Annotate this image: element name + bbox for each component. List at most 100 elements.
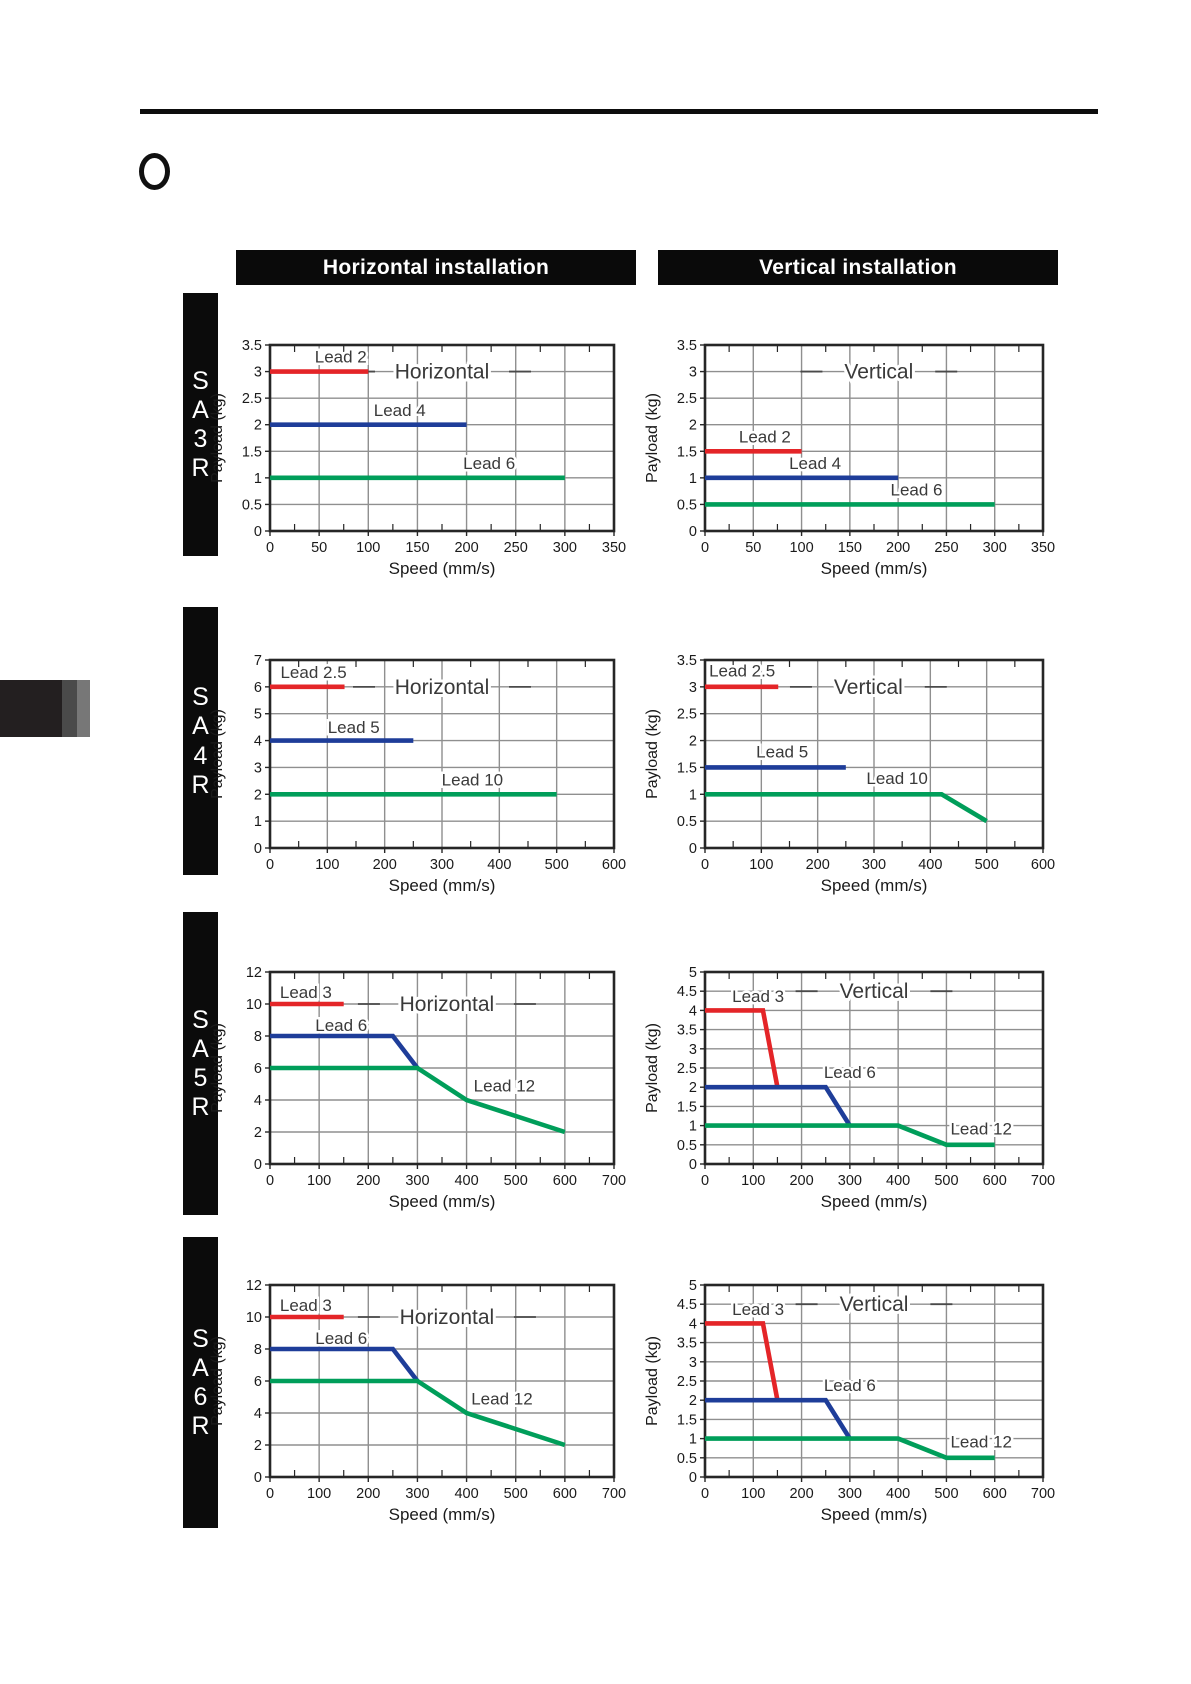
- y-tick-label: 3.5: [677, 1023, 697, 1039]
- x-axis-title: Speed (mm/s): [821, 876, 928, 895]
- y-tick-label: 0: [689, 524, 697, 540]
- x-tick-label: 500: [545, 857, 569, 873]
- series-label-lead-6: Lead 6: [824, 1376, 876, 1395]
- x-tick-label: 600: [553, 1173, 577, 1189]
- y-tick-label: 7: [254, 653, 262, 669]
- model-letter: A: [192, 395, 209, 424]
- y-tick-label: 0.5: [677, 497, 697, 513]
- y-tick-label: 0: [689, 1157, 697, 1173]
- y-tick-label: 2: [689, 734, 697, 750]
- x-tick-label: 0: [266, 1173, 274, 1189]
- series-label-lead-12: Lead 12: [950, 1120, 1011, 1139]
- y-tick-label: 4: [254, 734, 262, 750]
- series-label-lead-6: Lead 6: [315, 1016, 367, 1035]
- x-tick-label: 500: [975, 857, 999, 873]
- y-tick-label: 3: [689, 1355, 697, 1371]
- y-axis-title: Payload (kg): [644, 1336, 661, 1426]
- x-tick-label: 300: [430, 857, 454, 873]
- x-tick-label: 0: [266, 540, 274, 556]
- x-tick-label: 300: [862, 857, 886, 873]
- x-tick-label: 200: [454, 540, 478, 556]
- chart-title: Horizontal: [395, 361, 490, 384]
- series-line-lead-6: [705, 1397, 852, 1440]
- x-tick-label: 300: [983, 540, 1007, 556]
- y-tick-label: 1: [254, 814, 262, 830]
- y-tick-label: 5: [689, 1278, 697, 1294]
- left-edge-tab-dark: [0, 680, 62, 737]
- y-axis-title: Payload (kg): [644, 1023, 661, 1113]
- plot-frame: [703, 1283, 1045, 1479]
- model-letter: R: [191, 1412, 210, 1441]
- x-tick-label: 200: [373, 857, 397, 873]
- y-tick-label: 0.5: [242, 497, 262, 513]
- header-vertical-installation: Vertical installation: [658, 250, 1058, 285]
- model-letter: S: [192, 683, 209, 711]
- y-tick-label: 2.5: [677, 1374, 697, 1390]
- series-label-lead-3: Lead 3: [280, 1296, 332, 1315]
- y-tick-label: 1.5: [677, 444, 697, 460]
- chart-sa6r-horizontal: Horizontal Lead 3 Lead 6 Lead 12 0 2 4 6 8 10 12 0 1…: [209, 1278, 626, 1524]
- x-tick-label: 600: [1031, 857, 1055, 873]
- model-letter: A: [192, 1034, 209, 1063]
- y-tick-label: 0: [254, 1157, 262, 1173]
- y-tick-label: 4: [254, 1093, 262, 1109]
- x-tick-label: 0: [266, 857, 274, 873]
- y-tick-label: 3.5: [242, 338, 262, 354]
- x-tick-label: 100: [307, 1486, 331, 1502]
- series-line-lead-12: [270, 1065, 566, 1135]
- y-tick-label: 0: [254, 1470, 262, 1486]
- model-letter: 6: [193, 1383, 208, 1411]
- chart-title: Horizontal: [400, 1306, 495, 1329]
- y-tick-label: 6: [254, 680, 262, 696]
- series-label-lead-6: Lead 6: [824, 1063, 876, 1082]
- x-tick-label: 0: [266, 1486, 274, 1502]
- series-label-lead-12: Lead 12: [474, 1077, 535, 1096]
- x-tick-label: 400: [918, 857, 942, 873]
- ring-logo-icon: [139, 153, 170, 190]
- chart-title: Vertical: [840, 1293, 909, 1316]
- series-label-lead-2: Lead 2: [739, 427, 791, 446]
- y-tick-label: 4: [689, 1316, 697, 1332]
- y-tick-label: 10: [246, 997, 262, 1013]
- model-letter: R: [191, 454, 210, 483]
- x-tick-label: 300: [405, 1173, 429, 1189]
- chart-title: Vertical: [834, 676, 903, 699]
- x-axis-title: Speed (mm/s): [389, 1192, 496, 1211]
- x-tick-label: 700: [1031, 1173, 1055, 1189]
- x-tick-label: 200: [789, 1486, 813, 1502]
- x-tick-label: 100: [741, 1486, 765, 1502]
- series-line-lead-6: [270, 1033, 420, 1070]
- x-axis-title: Speed (mm/s): [389, 1505, 496, 1524]
- y-tick-label: 0.5: [677, 1451, 697, 1467]
- x-axis-title: Speed (mm/s): [821, 1505, 928, 1524]
- chart-title: Vertical: [844, 361, 913, 384]
- y-tick-label: 0.5: [677, 1138, 697, 1154]
- series-label-lead-3: Lead 3: [280, 983, 332, 1002]
- x-tick-label: 350: [1031, 540, 1055, 556]
- plot-area: [270, 345, 614, 531]
- chart-sa5r-horizontal: Horizontal Lead 3 Lead 6 Lead 12 0 2 4 6 8 10 12 0 1…: [209, 965, 626, 1211]
- x-tick-label: 100: [315, 857, 339, 873]
- chart-title: Horizontal: [395, 676, 490, 699]
- x-tick-label: 500: [504, 1486, 528, 1502]
- y-tick-label: 4: [254, 1406, 262, 1422]
- y-tick-label: 5: [689, 965, 697, 981]
- series-label-lead-12: Lead 12: [471, 1390, 532, 1409]
- y-tick-label: 1.5: [677, 1412, 697, 1428]
- series-label-lead-4: Lead 4: [789, 454, 841, 473]
- x-tick-label: 0: [701, 1173, 709, 1189]
- x-axis-title: Speed (mm/s): [389, 559, 496, 578]
- x-tick-label: 50: [311, 540, 327, 556]
- model-letter: A: [192, 712, 209, 741]
- series-label-lead-3: Lead 3: [732, 1300, 784, 1319]
- plot-frame: [703, 343, 1045, 533]
- plot-area: [705, 345, 1043, 531]
- y-tick-label: 0: [254, 524, 262, 540]
- x-tick-label: 200: [356, 1173, 380, 1189]
- y-tick-label: 6: [254, 1061, 262, 1077]
- plot-frame: [703, 970, 1045, 1166]
- x-tick-label: 300: [405, 1486, 429, 1502]
- series-label-lead-6: Lead 6: [890, 481, 942, 500]
- x-tick-label: 400: [454, 1486, 478, 1502]
